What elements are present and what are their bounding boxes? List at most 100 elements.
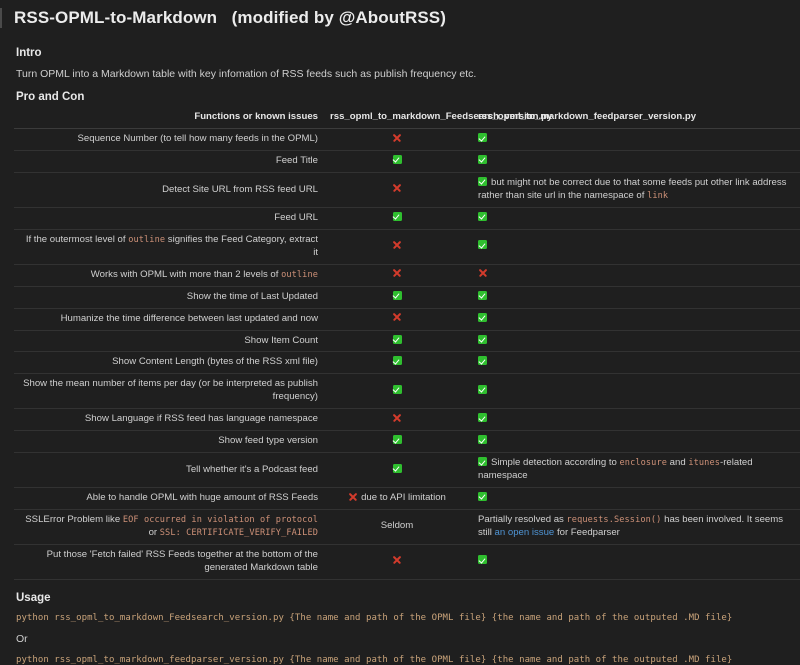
feedsearch-status-cell <box>324 264 470 287</box>
table-row: Show the mean number of items per day (o… <box>14 373 800 410</box>
check-icon <box>478 177 487 187</box>
check-icon <box>478 356 487 366</box>
table-header-row: Functions or known issues rss_opml_to_ma… <box>14 111 800 130</box>
feature-description-cell: Put those 'Fetch failed' RSS Feeds toget… <box>14 544 324 580</box>
usage-section: Usage python rss_opml_to_markdown_Feedse… <box>0 592 800 665</box>
table-row: Show Item Count <box>14 330 800 353</box>
check-icon <box>478 384 487 394</box>
open-issue-link[interactable]: an open issue <box>494 526 555 538</box>
table-row: Feed Title <box>14 150 800 174</box>
feedparser-status-cell: but might not be correct due to that som… <box>470 172 800 208</box>
feedsearch-status-cell <box>324 172 470 208</box>
check-icon <box>478 435 487 445</box>
table-head: Functions or known issues rss_opml_to_ma… <box>14 111 800 130</box>
check-icon <box>478 334 487 344</box>
usage-or-label: Or <box>16 632 28 645</box>
table-row: Show Content Length (bytes of the RSS xm… <box>14 351 800 375</box>
inline-code: requests.Session() <box>566 514 662 525</box>
check-icon <box>392 211 402 221</box>
feedparser-status-cell <box>470 544 800 580</box>
check-icon <box>478 155 487 165</box>
check-icon <box>478 133 487 143</box>
cross-icon <box>478 269 487 278</box>
check-icon <box>392 290 402 300</box>
feature-description-cell: If the outermost level of outline signif… <box>14 229 324 265</box>
cross-icon <box>393 313 402 322</box>
table-row: Show feed type version <box>14 430 800 454</box>
feature-description-cell: SSLError Problem like EOF occurred in vi… <box>14 509 324 545</box>
feature-description-cell: Show feed type version <box>14 430 324 454</box>
cross-icon <box>393 240 402 249</box>
feedparser-status-cell <box>470 308 800 331</box>
feedparser-status-cell <box>470 286 800 309</box>
feedsearch-status-cell <box>324 286 470 309</box>
feedsearch-status-cell <box>324 373 470 410</box>
feedparser-status-cell <box>470 330 800 353</box>
column-header-feedsearch: rss_opml_to_markdown_Feedsearch_version.… <box>324 111 552 130</box>
inline-code: enclosure <box>619 458 667 469</box>
page-title-block: RSS-OPML-to-Markdown (modified by @About… <box>0 0 800 38</box>
cross-icon <box>348 492 357 501</box>
feedsearch-status-cell <box>324 452 470 489</box>
intro-section: Intro Turn OPML into a Markdown table wi… <box>0 47 800 103</box>
inline-code: SSL: CERTIFICATE_VERIFY_FAILED <box>159 527 318 538</box>
check-icon <box>392 155 402 165</box>
table-row: Able to handle OPML with huge amount of … <box>14 487 800 510</box>
feature-description-cell: Sequence Number (to tell how many feeds … <box>14 128 324 152</box>
table-row: Show Language if RSS feed has language n… <box>14 408 800 432</box>
usage-command-feedsearch: python rss_opml_to_markdown_Feedsearch_v… <box>16 612 733 623</box>
feature-description-cell: Show Language if RSS feed has language n… <box>14 408 324 432</box>
feature-description-cell: Humanize the time difference between las… <box>14 308 324 331</box>
cross-icon <box>393 413 402 422</box>
table-row: If the outermost level of outline signif… <box>14 229 800 265</box>
status-text: Seldom <box>380 520 414 532</box>
feedsearch-status-cell <box>324 408 470 432</box>
check-icon <box>478 211 487 221</box>
check-icon <box>478 413 487 423</box>
status-note: but might not be correct due to that som… <box>478 177 787 201</box>
intro-paragraph: Turn OPML into a Markdown table with key… <box>16 68 477 80</box>
cross-icon <box>393 184 402 193</box>
feedparser-status-cell <box>470 207 800 230</box>
feedparser-status-cell: Partially resolved as requests.Session()… <box>470 509 800 545</box>
check-icon <box>392 435 402 445</box>
pro-and-con-heading: Pro and Con <box>16 91 85 104</box>
table-row: Put those 'Fetch failed' RSS Feeds toget… <box>14 544 800 580</box>
table-row: Feed URL <box>14 207 800 230</box>
feedsearch-status-cell <box>324 351 470 375</box>
table-row: Works with OPML with more than 2 levels … <box>14 264 800 287</box>
feedparser-status-cell <box>470 264 800 287</box>
feature-description-cell: Show Item Count <box>14 330 324 353</box>
title-accent-bar <box>0 8 2 28</box>
inline-code: link <box>647 190 669 201</box>
feedparser-status-cell <box>470 351 800 375</box>
check-icon <box>478 240 487 250</box>
check-icon <box>478 555 487 565</box>
feedparser-status-cell <box>470 128 800 152</box>
feedparser-status-cell <box>470 487 800 510</box>
check-icon <box>478 290 487 300</box>
cross-icon <box>393 555 402 564</box>
check-icon <box>392 463 402 473</box>
cross-icon <box>393 133 402 142</box>
feature-description-cell: Feed URL <box>14 207 324 230</box>
usage-heading: Usage <box>16 591 51 604</box>
feature-description-cell: Show the mean number of items per day (o… <box>14 373 324 410</box>
feedparser-status-cell <box>470 408 800 432</box>
feature-description-cell: Able to handle OPML with huge amount of … <box>14 487 324 510</box>
usage-command-feedparser: python rss_opml_to_markdown_feedparser_v… <box>16 654 733 665</box>
feedparser-status-cell <box>470 373 800 410</box>
table-row: SSLError Problem like EOF occurred in vi… <box>14 509 800 545</box>
feedsearch-status-cell <box>324 207 470 230</box>
feedsearch-status-cell <box>324 150 470 174</box>
comparison-table: Functions or known issues rss_opml_to_ma… <box>14 111 800 580</box>
feedsearch-status-cell <box>324 128 470 152</box>
status-note: due to API limitation <box>361 492 446 504</box>
inline-code: outline <box>128 234 166 245</box>
feedparser-status-cell <box>470 150 800 174</box>
feedsearch-status-cell <box>324 229 470 265</box>
inline-code: itunes <box>688 458 720 469</box>
feature-description-cell: Show the time of Last Updated <box>14 286 324 309</box>
document-page: RSS-OPML-to-Markdown (modified by @About… <box>0 0 800 484</box>
feedsearch-status-cell <box>324 430 470 454</box>
